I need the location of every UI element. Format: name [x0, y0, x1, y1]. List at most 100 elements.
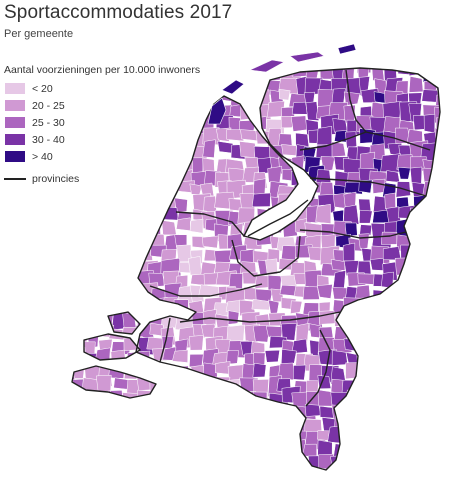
municipality-cell: [413, 44, 432, 54]
municipality-cell: [423, 113, 436, 134]
municipality-cell: [150, 142, 168, 162]
province-border-friesland-groningen: [345, 69, 367, 133]
municipality-cell: [150, 430, 170, 444]
municipality-cell: [387, 44, 403, 59]
municipality-cell: [267, 166, 283, 185]
municipality-cell: [126, 117, 138, 133]
municipality-cell: [397, 350, 418, 366]
municipality-cell: [122, 206, 142, 219]
municipality-cell: [161, 465, 180, 470]
municipality-cell: [72, 158, 91, 180]
municipality-cell: [315, 169, 332, 184]
municipality-cell: [280, 44, 300, 52]
municipality-cell: [176, 217, 191, 232]
legend: Aantal voorzieningen per 10.000 inwoners…: [4, 64, 200, 185]
zeeland-island-outline: [71, 365, 157, 399]
municipality-cell: [137, 116, 152, 133]
municipality-cell: [295, 322, 310, 345]
municipality-cell: [372, 392, 392, 410]
municipality-cell: [214, 249, 233, 264]
municipality-cell: [216, 426, 232, 444]
municipality-cell: [108, 63, 129, 82]
municipality-cell: [369, 311, 390, 331]
municipality-cell: [412, 469, 425, 470]
municipality-cell: [135, 415, 153, 432]
municipality-cell: [86, 52, 101, 72]
municipality-cell: [83, 141, 101, 162]
municipality-cell: [411, 389, 426, 405]
municipality-cell: [127, 68, 146, 83]
municipality-cell: [315, 203, 332, 224]
municipality-cell: [73, 456, 88, 470]
municipality-cell: [146, 336, 165, 351]
municipality-cell: [409, 236, 424, 253]
municipality-cell: [75, 256, 94, 278]
municipality-cell: [357, 349, 375, 366]
municipality-cell: [109, 467, 127, 470]
municipality-cell: [99, 285, 121, 301]
municipality-cell: [229, 392, 243, 406]
municipality-cell: [84, 247, 104, 266]
municipality-cell: [122, 129, 146, 141]
municipality-cell: [397, 310, 417, 329]
province-border-zuid-holland: [149, 283, 263, 297]
municipality-cell: [82, 456, 106, 470]
municipality-cell: [72, 209, 84, 226]
municipality-cell: [166, 154, 184, 169]
municipality-cell: [72, 235, 86, 254]
municipality-cell: [360, 300, 376, 316]
municipality-cell: [175, 379, 190, 393]
municipality-cell: [290, 115, 308, 132]
municipality-cell: [97, 298, 115, 313]
municipality-cell: [72, 390, 87, 405]
province-borders: [71, 67, 441, 471]
municipality-cell: [72, 152, 79, 167]
municipality-cell: [345, 131, 357, 149]
municipality-cell: [280, 349, 297, 365]
municipality-cell: [281, 323, 297, 341]
province-border-utrecht: [231, 235, 301, 277]
municipality-cell: [177, 75, 191, 97]
municipality-cell: [242, 94, 258, 110]
municipality-cell: [72, 403, 76, 420]
municipality-cell: [112, 218, 128, 239]
municipality-cell: [437, 54, 440, 71]
municipality-cell: [101, 403, 118, 418]
municipality-cell: [98, 65, 114, 83]
municipality-cell: [264, 458, 279, 470]
province-border-flevoland: [247, 199, 309, 237]
municipality-cell: [85, 221, 102, 239]
municipality-cell: [150, 48, 170, 63]
municipality-cell: [199, 78, 216, 96]
municipality-cell: [305, 65, 320, 80]
municipality-cell: [162, 78, 178, 93]
municipality-cell: [59, 259, 71, 273]
municipality-cells: [59, 44, 440, 470]
municipality-cell: [137, 171, 153, 193]
municipality-cell: [435, 44, 440, 51]
municipality-cell: [398, 299, 410, 316]
municipality-cell: [148, 401, 164, 421]
municipality-cell: [253, 413, 268, 428]
zeeland-island-outline: [107, 311, 141, 335]
municipality-cell: [148, 90, 170, 109]
municipality-cell: [217, 140, 234, 154]
municipality-cell: [225, 456, 248, 470]
municipality-cell: [420, 353, 437, 369]
municipality-cell: [72, 285, 92, 304]
municipality-cell: [276, 469, 295, 470]
municipality-cell: [109, 171, 126, 190]
province-border-limburg: [305, 329, 331, 407]
municipality-cell: [421, 232, 437, 245]
municipality-cell: [122, 418, 136, 435]
municipality-cell: [385, 453, 400, 470]
municipality-cell: [255, 432, 274, 452]
municipality-cell: [438, 234, 440, 251]
zeeland-island-outline: [83, 333, 141, 361]
municipality-cell: [72, 276, 89, 289]
municipality-cell: [408, 76, 424, 93]
municipality-cell: [279, 416, 297, 434]
municipality-cell: [357, 273, 377, 285]
municipality-cell: [251, 298, 270, 311]
municipality-cell: [241, 50, 260, 69]
